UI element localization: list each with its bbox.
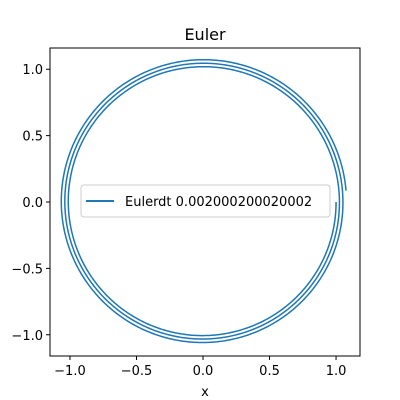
- legend-box: [80, 184, 331, 218]
- y-tick-label: 0.5: [22, 130, 43, 145]
- x-tick-label: 0.0: [193, 364, 214, 379]
- y-tick-label: −1.0: [11, 329, 43, 344]
- x-tick-label: 1.0: [326, 364, 347, 379]
- legend-entry-label: Eulerdt 0.002000200020002: [125, 195, 312, 210]
- legend: Eulerdt 0.002000200020002: [80, 184, 331, 218]
- chart-title: Euler: [184, 25, 226, 44]
- x-axis-ticks: −1.0 −0.5 0.0 0.5 1.0: [54, 356, 346, 379]
- series-line-euler: [60, 58, 347, 344]
- y-tick-label: −0.5: [11, 262, 43, 277]
- x-tick-label: −0.5: [121, 364, 153, 379]
- x-tick-label: −1.0: [54, 364, 86, 379]
- series-layer: [60, 58, 347, 344]
- y-axis-ticks: −1.0 −0.5 0.0 0.5 1.0: [11, 63, 50, 344]
- y-tick-label: 1.0: [22, 63, 43, 78]
- y-tick-label: 0.0: [22, 196, 43, 211]
- x-tick-label: 0.5: [259, 364, 280, 379]
- x-axis-label: x: [201, 385, 209, 400]
